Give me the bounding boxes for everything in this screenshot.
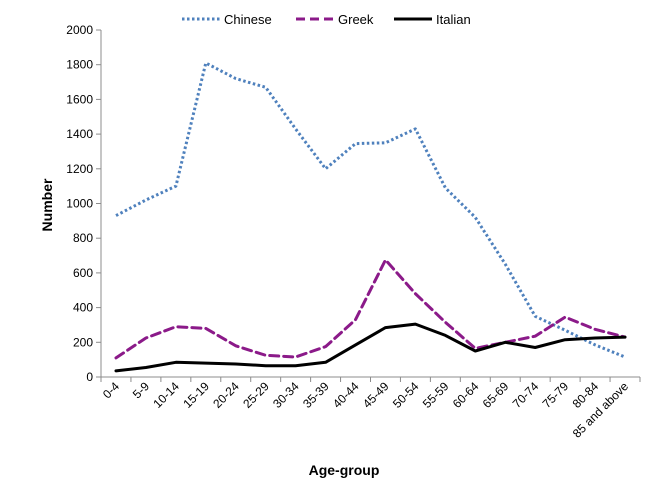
x-tick-label: 65-69 bbox=[480, 379, 512, 411]
y-tick-label: 0 bbox=[86, 370, 93, 384]
x-tick-label: 10-14 bbox=[150, 379, 182, 411]
y-axis: 0 200 400 600 800 1000 1200 1400 1600 1800 2000 bbox=[66, 23, 102, 384]
x-tick-label: 25-29 bbox=[240, 379, 272, 411]
y-tick-label: 400 bbox=[73, 301, 93, 315]
series-line-italian bbox=[114, 322, 627, 373]
y-axis-title: Number bbox=[39, 178, 55, 231]
legend-label-chinese: Chinese bbox=[224, 12, 272, 27]
y-tick-label: 200 bbox=[73, 335, 93, 349]
x-tick-label: 5-9 bbox=[130, 379, 152, 401]
y-tick-label: 600 bbox=[73, 266, 93, 280]
y-tick-label: 800 bbox=[73, 231, 93, 245]
y-tick-label: 1400 bbox=[66, 127, 93, 141]
series-line-chinese bbox=[115, 61, 626, 359]
x-tick-label: 20-24 bbox=[210, 379, 242, 411]
x-tick-label: 35-39 bbox=[300, 379, 332, 411]
y-tick-label: 1600 bbox=[66, 92, 93, 106]
x-tick-label: 60-64 bbox=[450, 379, 482, 411]
y-tick-label: 1200 bbox=[66, 162, 93, 176]
y-tick-label: 1800 bbox=[66, 58, 93, 72]
x-tick-label: 0-4 bbox=[100, 379, 122, 401]
x-tick-label: 50-54 bbox=[390, 379, 422, 411]
x-tick-label: 45-49 bbox=[360, 379, 392, 411]
x-tick-label: 55-59 bbox=[420, 379, 452, 411]
series-layer bbox=[114, 61, 627, 373]
x-tick-label: 30-34 bbox=[270, 379, 302, 411]
y-tick-label: 2000 bbox=[66, 23, 93, 37]
x-tick-label: 40-44 bbox=[330, 379, 362, 411]
x-axis-title: Age-group bbox=[309, 462, 380, 478]
legend: Chinese Greek Italian bbox=[182, 12, 471, 27]
x-tick-label: 15-19 bbox=[180, 379, 212, 411]
y-tick-label: 1000 bbox=[66, 197, 93, 211]
x-tick-label: 70-74 bbox=[510, 379, 542, 411]
x-axis: 0-4 5-910-1415-1920-2425-2930-3435-3940-4… bbox=[100, 376, 641, 441]
legend-label-italian: Italian bbox=[436, 12, 471, 27]
series-line-greek bbox=[114, 258, 627, 360]
legend-label-greek: Greek bbox=[338, 12, 374, 27]
x-tick-label: 75-79 bbox=[540, 379, 572, 411]
